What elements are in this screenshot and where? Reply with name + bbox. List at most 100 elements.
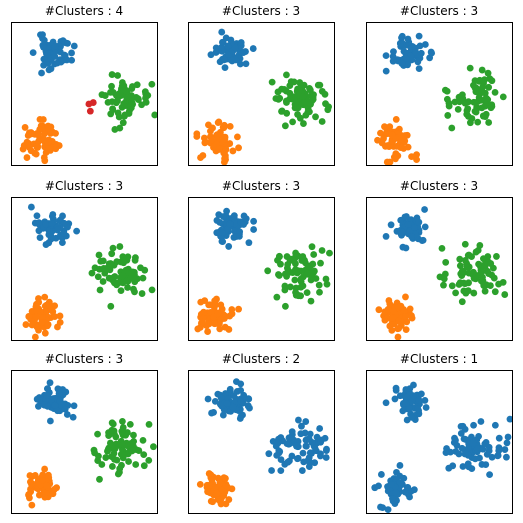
data-point (214, 309, 222, 317)
data-point (292, 98, 300, 106)
data-point (128, 98, 136, 106)
data-point (493, 253, 500, 260)
data-point (473, 103, 481, 111)
data-point (35, 138, 42, 145)
data-point (295, 416, 302, 424)
data-point (389, 495, 396, 502)
data-point (226, 385, 234, 393)
data-point (403, 131, 411, 139)
data-point (445, 464, 453, 472)
data-point (294, 454, 302, 462)
data-point (27, 147, 35, 155)
data-point (455, 93, 463, 101)
data-point (388, 480, 395, 488)
panel-title: #Clusters : 3 (399, 179, 479, 193)
data-point (316, 425, 324, 432)
data-point (23, 154, 31, 161)
data-point (418, 390, 425, 398)
data-point (302, 111, 310, 119)
scatter-panel-4: #Clusters : 3 (11, 179, 158, 341)
data-point (473, 445, 481, 453)
data-point (402, 213, 410, 220)
data-point (204, 328, 212, 335)
data-point (231, 220, 239, 228)
data-point (316, 288, 323, 296)
data-point (485, 447, 493, 455)
data-point (317, 259, 324, 267)
data-point (443, 87, 451, 95)
data-point (44, 385, 51, 393)
data-point (44, 322, 51, 330)
data-point (285, 434, 293, 442)
data-point (294, 252, 302, 260)
data-point (41, 489, 49, 497)
data-point (482, 110, 490, 118)
data-point (310, 251, 318, 258)
data-point (108, 463, 116, 470)
data-point (421, 206, 428, 213)
data-point (461, 450, 469, 458)
data-point (294, 111, 301, 118)
data-point (286, 82, 294, 90)
data-point (235, 144, 242, 152)
data-point (287, 255, 294, 263)
data-point (130, 437, 138, 445)
data-point (404, 220, 412, 228)
data-point (56, 312, 64, 320)
data-point (393, 142, 401, 150)
data-point (219, 213, 227, 220)
data-point (235, 305, 242, 313)
data-point (217, 44, 225, 51)
data-point (107, 260, 115, 267)
data-point (488, 453, 496, 461)
data-point (221, 488, 229, 496)
data-point (281, 282, 289, 290)
data-point (377, 471, 385, 478)
data-point (240, 212, 248, 220)
data-point (39, 314, 46, 321)
data-point (317, 450, 324, 458)
data-point (151, 111, 158, 119)
data-point (403, 394, 411, 402)
data-point (453, 442, 461, 449)
data-point (382, 52, 390, 60)
data-point (408, 233, 416, 240)
data-point (38, 476, 46, 484)
data-point (397, 135, 405, 143)
scatter-plot-area (366, 197, 513, 341)
data-point (245, 395, 253, 403)
data-point (234, 133, 241, 141)
data-point (204, 395, 212, 403)
data-point (94, 273, 102, 281)
data-point (297, 275, 305, 283)
data-point (123, 87, 131, 95)
data-point (396, 462, 404, 469)
data-point (29, 49, 37, 57)
data-point (63, 56, 71, 64)
data-point (265, 450, 273, 458)
data-point (482, 257, 489, 265)
data-point (488, 77, 496, 85)
data-point (39, 31, 46, 39)
data-point (443, 95, 451, 103)
data-point (323, 280, 331, 288)
data-point (281, 270, 289, 278)
data-point (130, 431, 137, 439)
data-point (488, 101, 496, 109)
data-point (41, 293, 49, 301)
data-point (41, 329, 49, 337)
data-point (124, 284, 131, 291)
data-point (398, 228, 406, 236)
data-point (276, 253, 283, 261)
data-point (304, 264, 312, 271)
data-point (470, 268, 477, 276)
data-point (398, 34, 405, 42)
data-point (421, 41, 429, 48)
data-point (456, 255, 464, 263)
data-point (98, 461, 106, 468)
data-point (216, 325, 224, 333)
data-point (485, 119, 493, 126)
data-point (139, 436, 147, 444)
data-point (211, 320, 219, 328)
